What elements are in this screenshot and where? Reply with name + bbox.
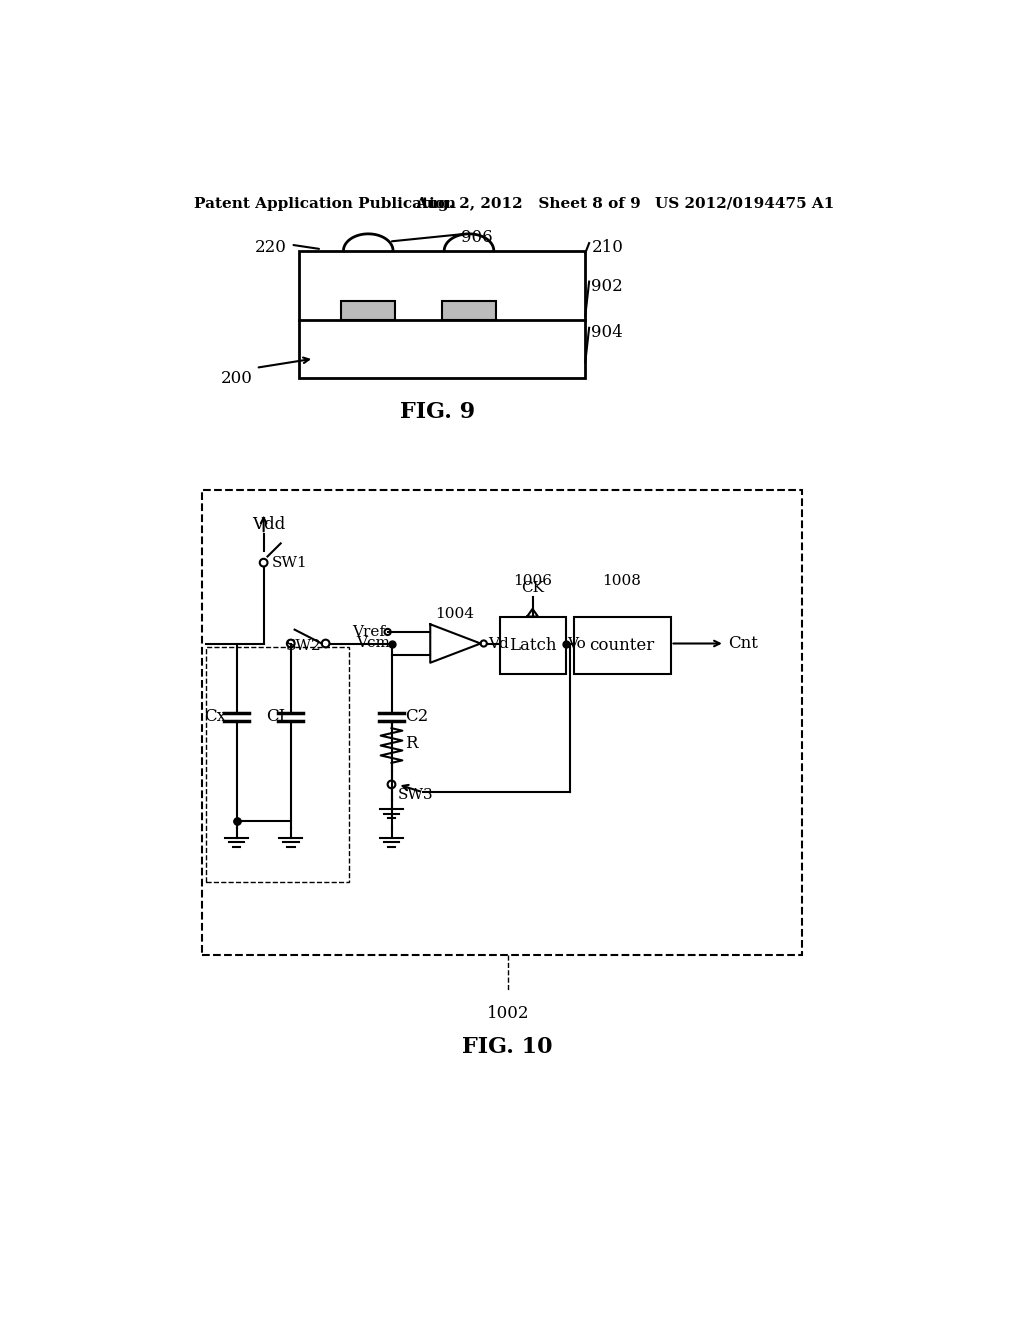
- Text: CI: CI: [266, 708, 286, 725]
- Text: Cx: Cx: [204, 708, 226, 725]
- Text: 220: 220: [255, 239, 287, 256]
- Bar: [206, 647, 349, 882]
- Text: SW2: SW2: [286, 639, 322, 653]
- Text: 1004: 1004: [435, 607, 474, 622]
- Text: Vd: Vd: [488, 636, 509, 651]
- Bar: [299, 251, 586, 378]
- Text: 902: 902: [592, 277, 624, 294]
- Text: Vref: Vref: [352, 624, 385, 639]
- Bar: [202, 490, 802, 956]
- Text: Latch: Latch: [509, 636, 556, 653]
- Text: Vo: Vo: [567, 638, 586, 651]
- Text: SW3: SW3: [397, 788, 433, 803]
- Text: CK: CK: [521, 581, 544, 595]
- Text: SW1: SW1: [271, 557, 307, 570]
- Bar: [442, 301, 496, 321]
- Text: Vdd: Vdd: [252, 516, 286, 533]
- Text: C2: C2: [406, 708, 429, 725]
- Text: R: R: [406, 735, 418, 752]
- Text: 210: 210: [592, 239, 624, 256]
- Text: Vcm: Vcm: [356, 636, 390, 649]
- Text: Cnt: Cnt: [728, 635, 758, 652]
- Bar: [573, 616, 671, 675]
- Text: Aug. 2, 2012   Sheet 8 of 9: Aug. 2, 2012 Sheet 8 of 9: [415, 197, 640, 211]
- Text: FIG. 10: FIG. 10: [463, 1036, 553, 1059]
- Text: 1008: 1008: [602, 574, 641, 589]
- Text: FIG. 9: FIG. 9: [400, 401, 475, 422]
- Text: 904: 904: [592, 323, 624, 341]
- Bar: [500, 616, 566, 675]
- Text: 906: 906: [461, 230, 493, 247]
- Text: counter: counter: [589, 636, 654, 653]
- Text: 200: 200: [221, 370, 253, 387]
- Bar: [341, 301, 395, 321]
- Text: 1006: 1006: [513, 574, 552, 589]
- Text: 1002: 1002: [486, 1006, 529, 1023]
- Text: Patent Application Publication: Patent Application Publication: [194, 197, 456, 211]
- Text: US 2012/0194475 A1: US 2012/0194475 A1: [655, 197, 835, 211]
